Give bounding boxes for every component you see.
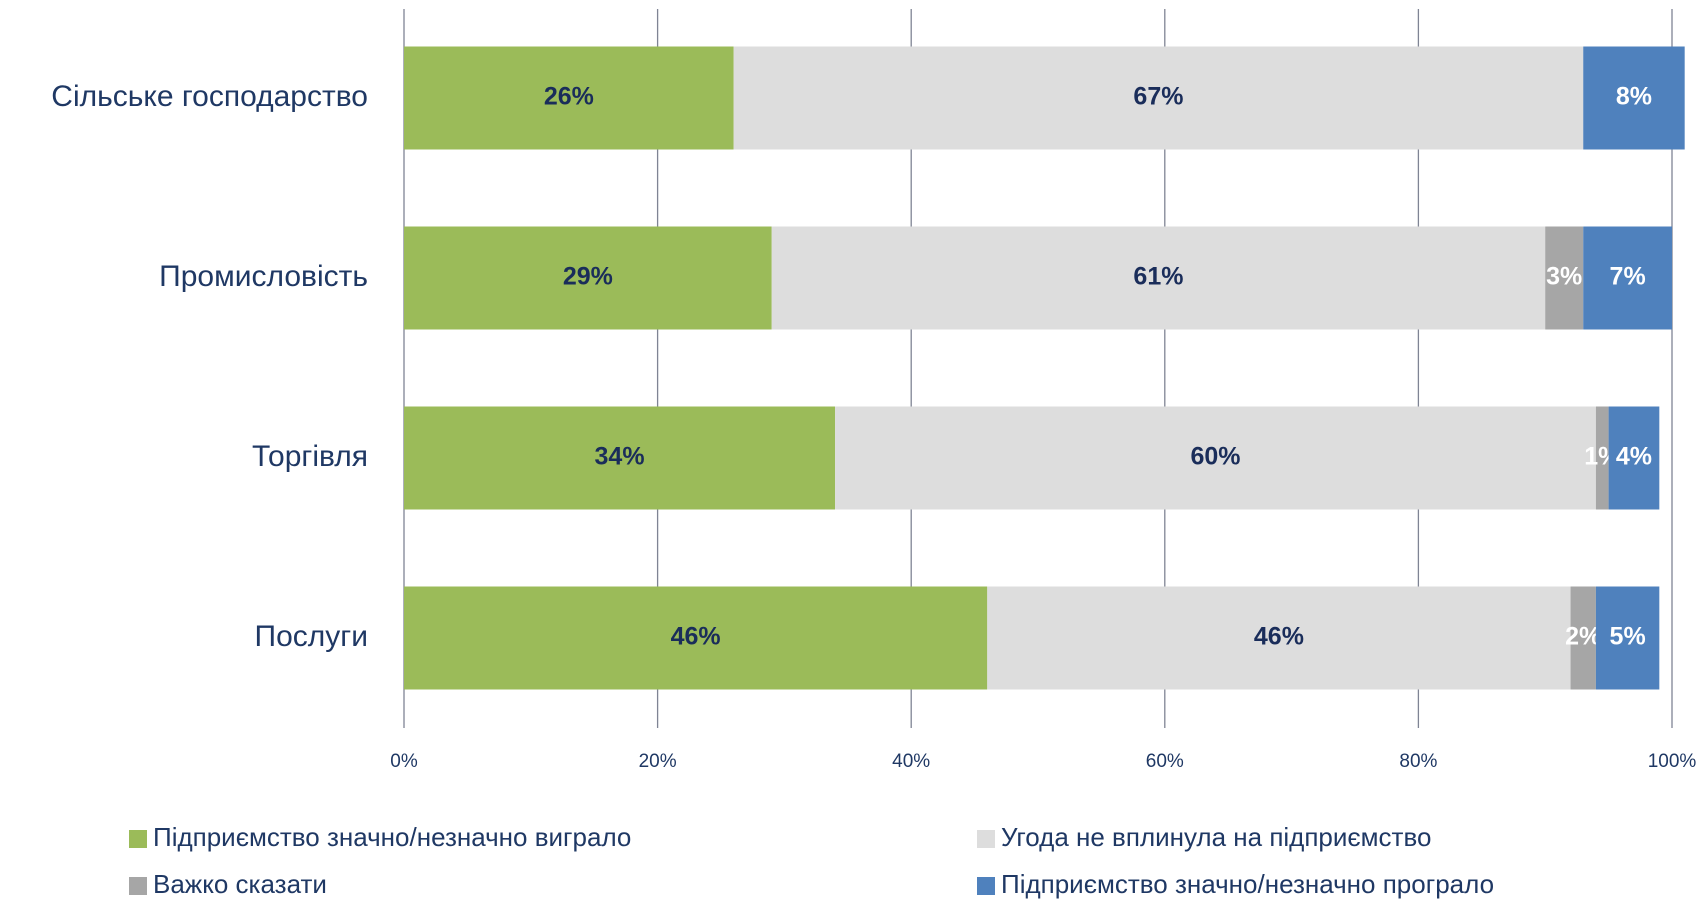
bar-segment (404, 406, 836, 510)
data-label: 4% (1616, 443, 1652, 471)
data-label: 34% (595, 443, 645, 471)
bar-segment (1608, 406, 1660, 510)
y-tick-label: Промисловість (159, 260, 368, 293)
bar-segment (1570, 586, 1596, 690)
data-label: 2% (1565, 623, 1601, 651)
bar-segment (1545, 226, 1584, 330)
y-tick-label: Послуги (255, 620, 368, 653)
x-tick-label: 40% (892, 751, 930, 772)
x-tick-label: 80% (1399, 751, 1437, 772)
legend-swatch (129, 877, 147, 895)
data-label: 46% (1254, 623, 1304, 651)
y-tick-label: Торгівля (252, 440, 368, 473)
legend-swatch (977, 877, 995, 895)
data-label: 3% (1546, 263, 1582, 291)
bar-segment (404, 586, 988, 690)
legend-label: Угода не вплинула на підприємство (1001, 822, 1431, 852)
data-label: 29% (563, 263, 613, 291)
bar-segment (404, 46, 734, 150)
x-tick-label: 0% (390, 751, 418, 772)
bar-segment (987, 586, 1571, 690)
legend-swatch (977, 830, 995, 848)
data-label: 26% (544, 83, 594, 111)
legend-swatch (129, 830, 147, 848)
bar-segment (835, 406, 1596, 510)
bar-segment (404, 226, 772, 330)
bar-segment (1595, 586, 1660, 690)
x-tick-label: 100% (1648, 751, 1697, 772)
data-label: 7% (1610, 263, 1646, 291)
x-tick-label: 60% (1146, 751, 1184, 772)
legend-label: Важко сказати (153, 869, 327, 899)
data-label: 61% (1133, 263, 1183, 291)
y-tick-label: Сільське господарство (51, 80, 368, 113)
bar-segment (1583, 46, 1685, 150)
data-label: 46% (671, 623, 721, 651)
legend-label: Підприємство значно/незначно програло (1001, 869, 1494, 899)
data-label: 8% (1616, 83, 1652, 111)
x-tick-label: 20% (639, 751, 677, 772)
legend-label: Підприємство значно/незначно виграло (153, 822, 631, 852)
bar-segment (1595, 406, 1609, 510)
bar-segment (771, 226, 1546, 330)
data-label: 5% (1610, 623, 1646, 651)
bar-segment (1583, 226, 1672, 330)
data-label: 67% (1133, 83, 1183, 111)
data-label: 60% (1190, 443, 1240, 471)
bar-segment (733, 46, 1584, 150)
